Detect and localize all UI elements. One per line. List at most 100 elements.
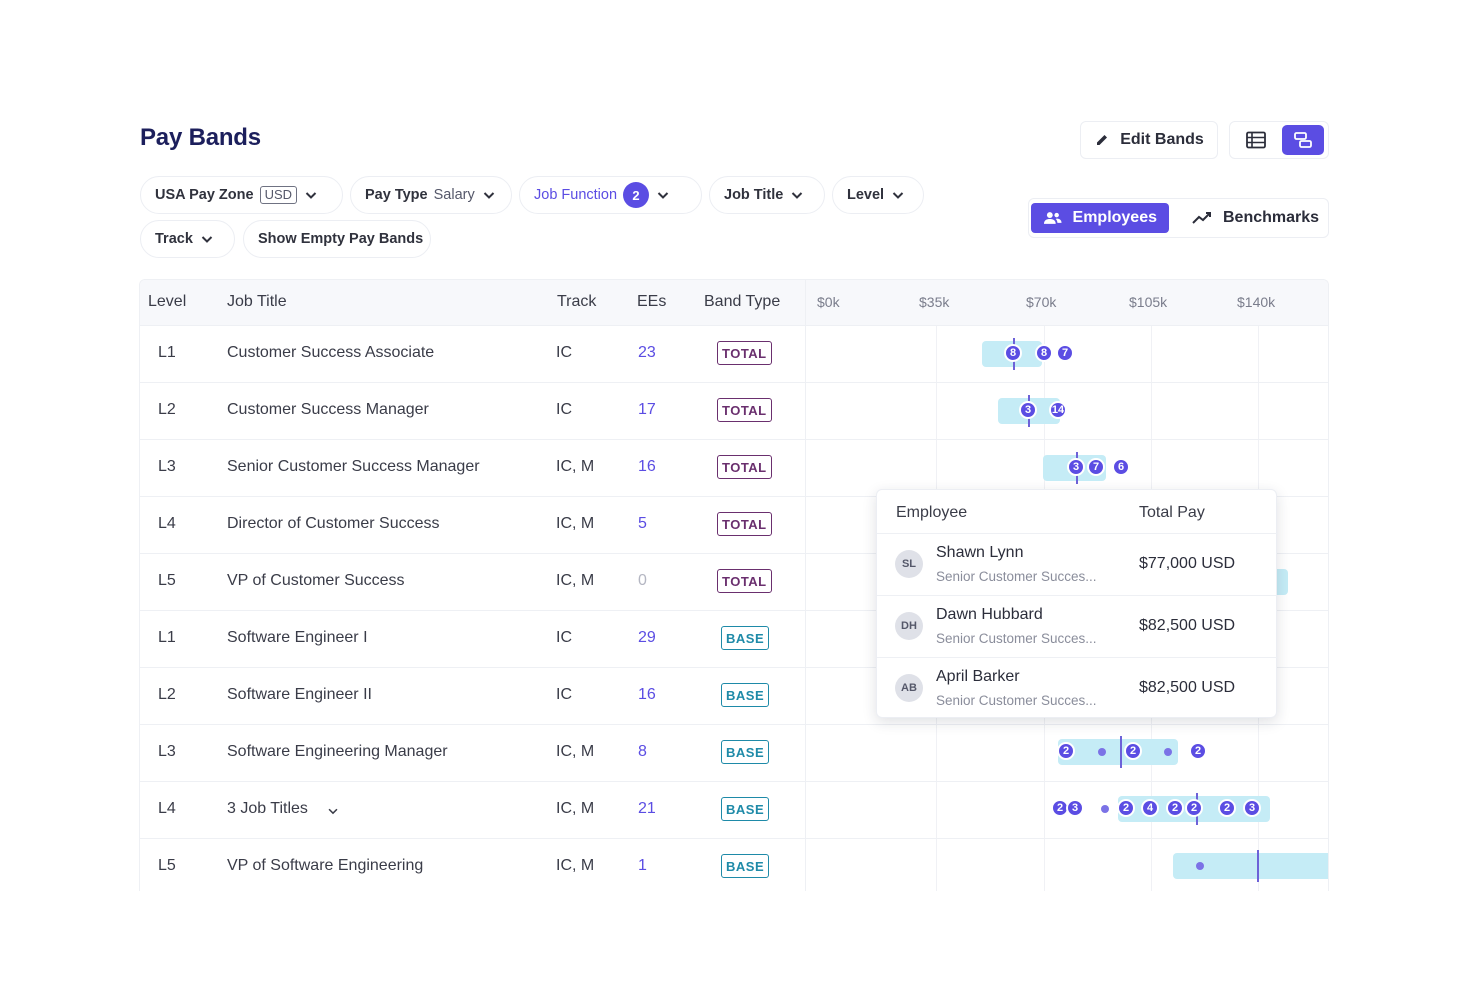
employee-dot[interactable] — [1101, 805, 1109, 813]
employee-bubble[interactable]: 8 — [1035, 344, 1053, 362]
ees-cell[interactable]: 1 — [638, 857, 647, 874]
people-icon — [1043, 212, 1062, 224]
band-type-tag: TOTAL — [717, 398, 772, 422]
chevron-down-icon — [792, 192, 803, 199]
column-header-band-type[interactable]: Band Type — [704, 293, 781, 310]
table-view-button[interactable] — [1235, 125, 1277, 155]
employee-dot[interactable] — [1098, 748, 1106, 756]
job-title-cell[interactable]: 3 Job Titles — [227, 800, 308, 817]
table-row[interactable]: L2 Customer Success Manager IC 17 TOTAL — [140, 383, 1328, 440]
employee-bubble[interactable]: 2 — [1124, 742, 1142, 760]
ees-cell[interactable]: 29 — [638, 629, 656, 646]
track-filter[interactable]: Track — [140, 220, 235, 258]
ees-cell[interactable]: 5 — [638, 515, 647, 532]
employee-bubble[interactable]: 2 — [1117, 799, 1135, 817]
benchmarks-label: Benchmarks — [1223, 209, 1320, 226]
column-header-track[interactable]: Track — [557, 293, 597, 310]
track-cell: IC — [556, 401, 572, 418]
page-title: Pay Bands — [140, 124, 261, 151]
table-row[interactable]: L3 Software Engineering Manager IC, M 8 BASE — [140, 725, 1328, 782]
employee-bubble[interactable]: 3 — [1243, 799, 1261, 817]
job-title-cell: VP of Software Engineering — [227, 857, 424, 874]
pay-band-bar[interactable] — [1058, 739, 1178, 765]
table-row[interactable]: L1 Customer Success Associate IC 23 TOTAL — [140, 326, 1328, 383]
table-row[interactable]: L4 Director of Customer Success IC, M 5 TOTA… — [140, 497, 1328, 554]
table-row[interactable]: L2 Software Engineer II IC 16 BASE — [140, 668, 1328, 725]
job-function-filter[interactable]: Job Function 2 — [519, 176, 702, 214]
employee-dot[interactable] — [1196, 862, 1204, 870]
level-cell: L4 — [158, 800, 176, 817]
pay-type-filter[interactable]: Pay Type Salary — [350, 176, 512, 214]
table-row[interactable]: L1 Software Engineer I IC 29 BASE — [140, 611, 1328, 668]
job-title-cell: Software Engineer I — [227, 629, 368, 646]
edit-bands-label: Edit Bands — [1120, 131, 1204, 148]
show-empty-bands-toggle[interactable]: Show Empty Pay Bands — [243, 220, 431, 258]
edit-bands-button[interactable]: Edit Bands — [1080, 121, 1218, 159]
employee-bubble[interactable]: 14 — [1049, 401, 1067, 419]
popover-employee-row[interactable]: AB April Barker Senior Customer Succes..… — [877, 657, 1278, 719]
track-cell: IC — [556, 686, 572, 703]
employee-dot[interactable] — [1164, 748, 1172, 756]
chevron-down-icon — [892, 192, 904, 199]
table-row[interactable]: L5 VP of Software Engineering IC, M 1 BASE — [140, 839, 1328, 891]
employee-pay: $82,500 USD — [1139, 679, 1236, 696]
chevron-down-icon — [657, 192, 669, 199]
ees-cell: 0 — [638, 572, 647, 589]
employee-name: Dawn Hubbard — [936, 606, 1043, 623]
job-title-cell: Director of Customer Success — [227, 515, 440, 532]
level-cell: L1 — [158, 344, 176, 361]
view-toggle — [1229, 121, 1329, 159]
employee-bubble[interactable]: 2 — [1185, 799, 1203, 817]
level-cell: L3 — [158, 458, 176, 475]
ees-cell[interactable]: 21 — [638, 800, 656, 817]
employee-bubble[interactable]: 3 — [1019, 401, 1037, 419]
employee-bubble[interactable]: 3 — [1066, 799, 1084, 817]
employee-bubble[interactable]: 2 — [1189, 742, 1207, 760]
employee-bubble[interactable]: 7 — [1087, 458, 1105, 476]
employee-bubble[interactable]: 6 — [1112, 458, 1130, 476]
employee-bubble[interactable]: 7 — [1056, 344, 1074, 362]
column-header-level[interactable]: Level — [148, 293, 187, 310]
filter-count-badge: 2 — [623, 182, 650, 208]
ees-cell[interactable]: 23 — [638, 344, 656, 361]
level-cell: L5 — [158, 572, 176, 589]
ees-cell[interactable]: 16 — [638, 686, 656, 703]
chevron-down-icon — [201, 236, 213, 243]
column-header-job-title[interactable]: Job Title — [227, 293, 287, 310]
table-row[interactable]: L3 Senior Customer Success Manager IC, M 16… — [140, 440, 1328, 497]
level-cell: L3 — [158, 743, 176, 760]
band-type-tag: TOTAL — [717, 569, 772, 593]
ees-cell[interactable]: 16 — [638, 458, 656, 475]
table-row[interactable]: L4 3 Job Titles IC, M 21 BASE — [140, 782, 1328, 839]
band-type-tag: BASE — [721, 740, 770, 764]
job-title-filter[interactable]: Job Title — [709, 176, 825, 214]
employees-tab[interactable]: Employees — [1031, 203, 1169, 233]
popover-employee-row[interactable]: SL Shawn Lynn Senior Customer Succes... … — [877, 533, 1278, 595]
employee-bubble[interactable]: 4 — [1141, 799, 1159, 817]
band-chart-icon — [1294, 132, 1312, 148]
track-label: Track — [155, 231, 193, 247]
track-cell: IC, M — [556, 458, 595, 475]
band-type-tag: BASE — [721, 797, 770, 821]
avatar: AB — [895, 674, 923, 702]
benchmarks-tab[interactable]: Benchmarks — [1179, 203, 1331, 233]
employee-bubble[interactable]: 8 — [1004, 344, 1022, 362]
job-title-cell: Customer Success Manager — [227, 401, 429, 418]
pay-zone-label: USA Pay Zone — [155, 187, 254, 203]
table-row[interactable]: L5 VP of Customer Success IC, M 0 TOTAL — [140, 554, 1328, 611]
employee-bubble[interactable]: 3 — [1067, 458, 1085, 476]
ees-cell[interactable]: 8 — [638, 743, 647, 760]
ees-cell[interactable]: 17 — [638, 401, 656, 418]
level-cell: L2 — [158, 686, 176, 703]
column-header-ees[interactable]: EEs — [637, 293, 667, 310]
pay-zone-filter[interactable]: USA Pay Zone USD — [140, 176, 343, 214]
employee-bubble[interactable]: 2 — [1218, 799, 1236, 817]
employee-bubble[interactable]: 2 — [1057, 742, 1075, 760]
chevron-down-icon[interactable] — [326, 804, 340, 818]
employee-bubble[interactable]: 2 — [1166, 799, 1184, 817]
job-function-label: Job Function — [534, 187, 618, 203]
employee-role: Senior Customer Succes... — [936, 569, 1097, 584]
band-view-button[interactable] — [1282, 125, 1324, 155]
level-filter[interactable]: Level — [832, 176, 924, 214]
popover-employee-row[interactable]: DH Dawn Hubbard Senior Customer Succes..… — [877, 595, 1278, 657]
